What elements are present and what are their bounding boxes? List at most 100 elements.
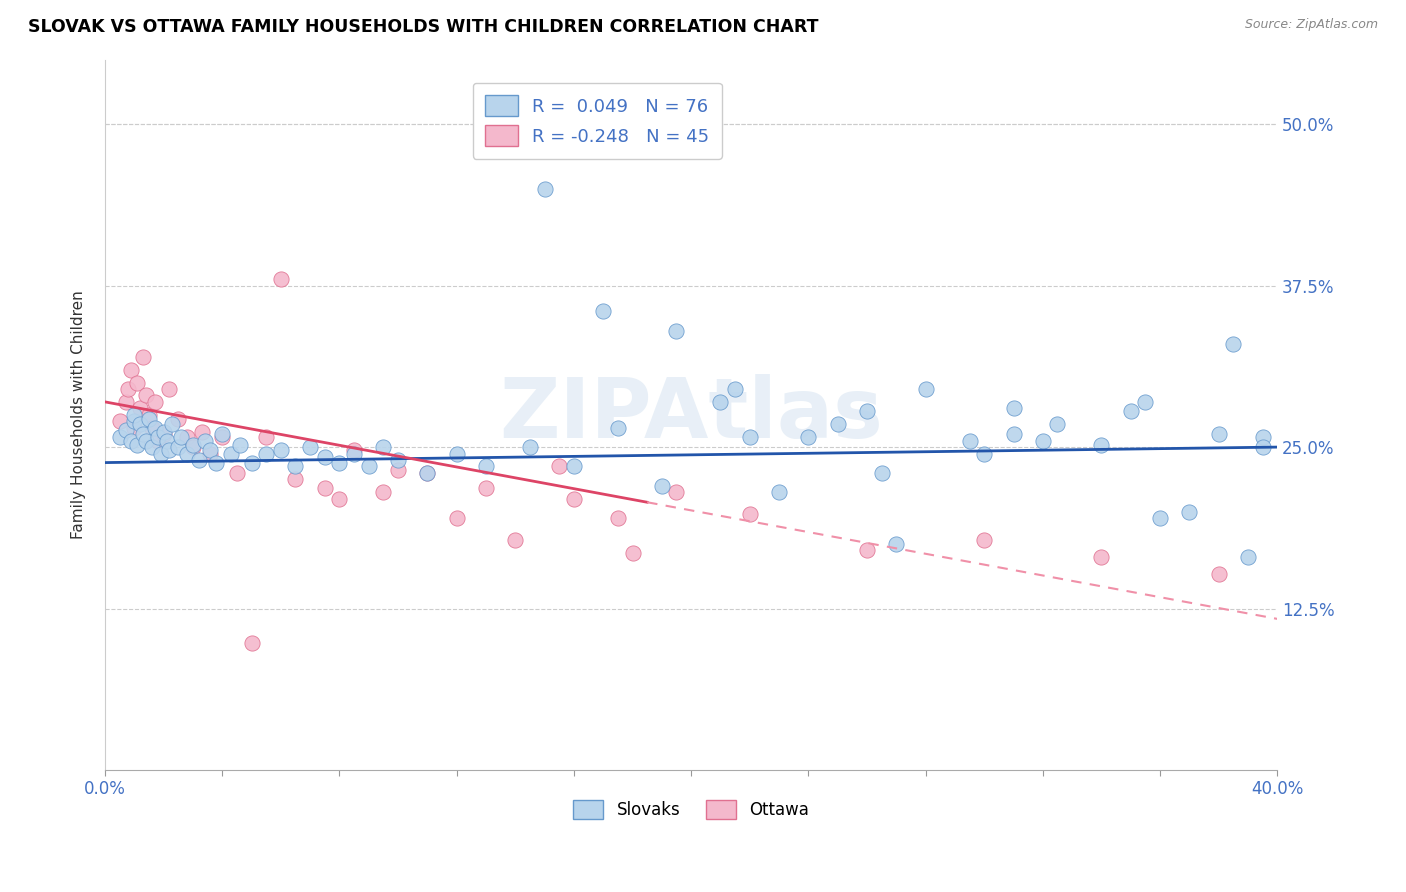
- Point: [503, 533, 526, 547]
- Point: [127, 376, 149, 390]
- Point: [870, 466, 893, 480]
- Point: [343, 446, 366, 460]
- Point: [229, 437, 252, 451]
- Point: [1046, 417, 1069, 431]
- Point: [314, 450, 336, 465]
- Point: [194, 434, 217, 448]
- Point: [797, 430, 820, 444]
- Point: [738, 508, 761, 522]
- Point: [240, 636, 263, 650]
- Point: [1178, 505, 1201, 519]
- Point: [475, 459, 498, 474]
- Point: [387, 453, 409, 467]
- Point: [284, 459, 307, 474]
- Point: [1135, 395, 1157, 409]
- Point: [132, 427, 155, 442]
- Point: [606, 421, 628, 435]
- Point: [299, 440, 322, 454]
- Point: [373, 485, 395, 500]
- Point: [357, 459, 380, 474]
- Point: [219, 446, 242, 460]
- Point: [373, 440, 395, 454]
- Point: [387, 463, 409, 477]
- Point: [254, 446, 277, 460]
- Point: [129, 417, 152, 431]
- Point: [475, 482, 498, 496]
- Point: [1090, 437, 1112, 451]
- Point: [211, 427, 233, 442]
- Point: [856, 404, 879, 418]
- Point: [1208, 427, 1230, 442]
- Point: [124, 421, 146, 435]
- Point: [159, 442, 181, 457]
- Point: [162, 417, 184, 431]
- Point: [200, 446, 222, 460]
- Point: [284, 472, 307, 486]
- Point: [141, 421, 163, 435]
- Point: [240, 456, 263, 470]
- Point: [446, 446, 468, 460]
- Point: [190, 425, 212, 439]
- Point: [519, 440, 541, 454]
- Point: [1251, 430, 1274, 444]
- Point: [562, 491, 585, 506]
- Point: [1032, 434, 1054, 448]
- Point: [621, 546, 644, 560]
- Point: [328, 491, 350, 506]
- Point: [1237, 549, 1260, 564]
- Point: [124, 408, 146, 422]
- Point: [138, 411, 160, 425]
- Point: [181, 440, 204, 454]
- Point: [138, 408, 160, 422]
- Point: [135, 434, 157, 448]
- Point: [416, 466, 439, 480]
- Point: [205, 456, 228, 470]
- Point: [143, 395, 166, 409]
- Point: [270, 272, 292, 286]
- Point: [548, 459, 571, 474]
- Point: [159, 382, 181, 396]
- Point: [446, 511, 468, 525]
- Point: [1002, 427, 1025, 442]
- Point: [328, 456, 350, 470]
- Point: [141, 440, 163, 454]
- Point: [149, 446, 172, 460]
- Point: [114, 395, 136, 409]
- Point: [709, 395, 731, 409]
- Point: [127, 437, 149, 451]
- Point: [533, 182, 555, 196]
- Point: [665, 324, 688, 338]
- Point: [606, 511, 628, 525]
- Point: [973, 446, 995, 460]
- Point: [114, 423, 136, 437]
- Text: Source: ZipAtlas.com: Source: ZipAtlas.com: [1244, 18, 1378, 31]
- Point: [1222, 336, 1244, 351]
- Point: [129, 401, 152, 416]
- Point: [1149, 511, 1171, 525]
- Point: [914, 382, 936, 396]
- Point: [200, 442, 222, 457]
- Text: SLOVAK VS OTTAWA FAMILY HOUSEHOLDS WITH CHILDREN CORRELATION CHART: SLOVAK VS OTTAWA FAMILY HOUSEHOLDS WITH …: [28, 18, 818, 36]
- Point: [314, 482, 336, 496]
- Point: [884, 537, 907, 551]
- Point: [108, 414, 131, 428]
- Point: [959, 434, 981, 448]
- Point: [343, 442, 366, 457]
- Point: [592, 304, 614, 318]
- Point: [211, 430, 233, 444]
- Point: [117, 382, 139, 396]
- Point: [1251, 440, 1274, 454]
- Point: [856, 543, 879, 558]
- Point: [120, 362, 142, 376]
- Point: [562, 459, 585, 474]
- Point: [187, 453, 209, 467]
- Legend: Slovaks, Ottawa: Slovaks, Ottawa: [567, 793, 815, 826]
- Point: [416, 466, 439, 480]
- Point: [170, 430, 193, 444]
- Point: [135, 388, 157, 402]
- Point: [665, 485, 688, 500]
- Point: [120, 434, 142, 448]
- Point: [1208, 566, 1230, 581]
- Point: [973, 533, 995, 547]
- Text: ZIPAtlas: ZIPAtlas: [499, 375, 883, 455]
